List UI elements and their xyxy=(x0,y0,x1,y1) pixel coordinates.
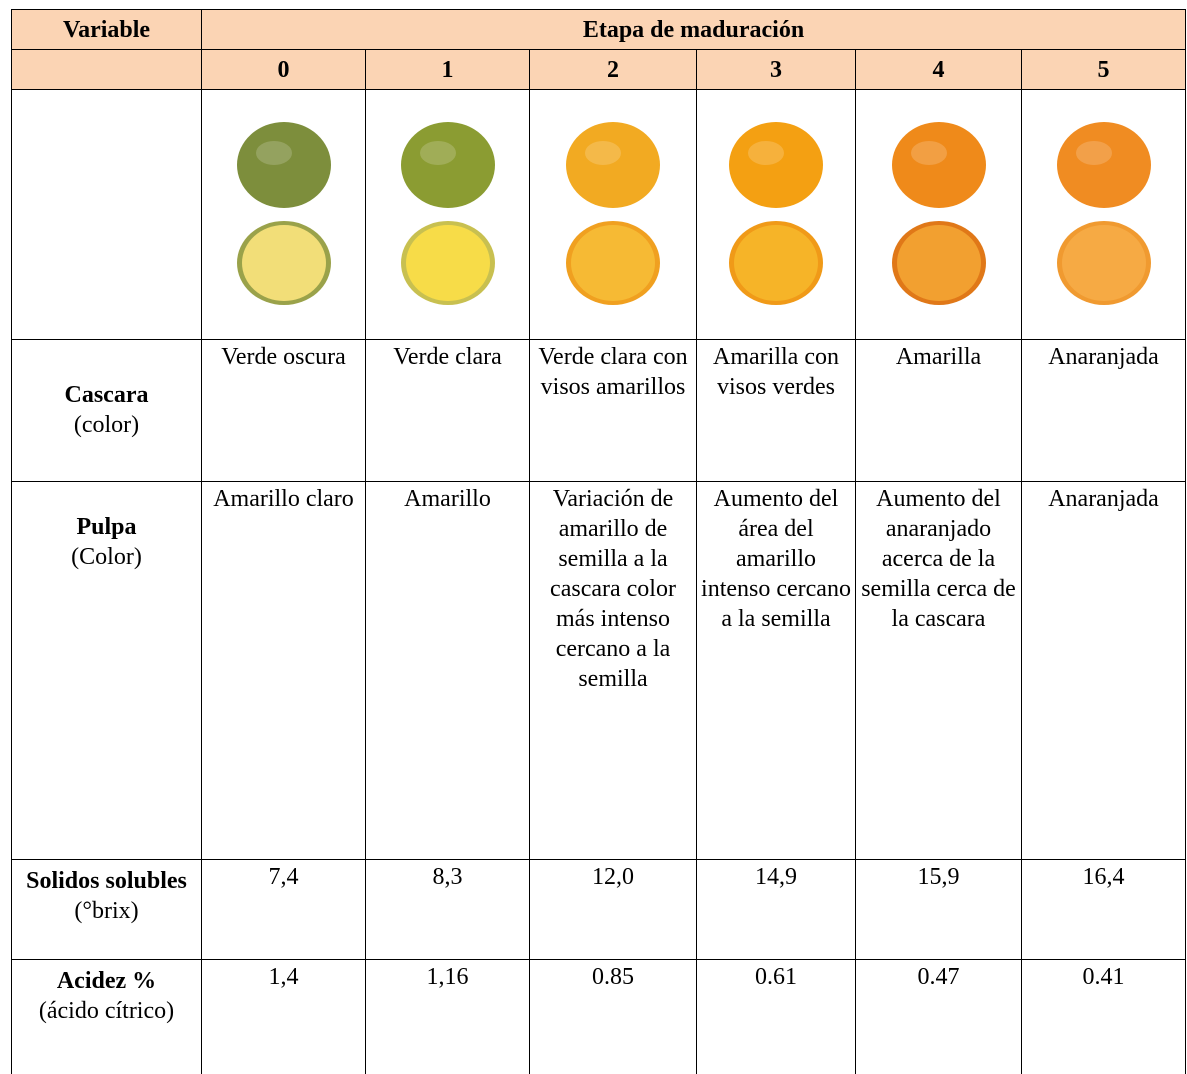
header-cell: Etapa de maduración xyxy=(200,9,1187,50)
fruit-photo xyxy=(1056,121,1151,305)
row-label: Pulpa (Color) xyxy=(11,481,202,860)
header-cell: 0 xyxy=(201,49,366,90)
cell: 16,4 xyxy=(1020,859,1187,960)
cell: Verde clara con visos amarillos xyxy=(529,339,697,482)
fruit-photo xyxy=(236,121,331,305)
whole-fruit xyxy=(891,121,986,208)
pulp xyxy=(734,224,818,301)
whole-fruit xyxy=(729,121,823,208)
data-row: Solidos solubles (°brix) 7,4 8,3 12,0 14,9 15,… xyxy=(11,859,1187,960)
pulp xyxy=(241,224,326,301)
whole-fruit xyxy=(1056,121,1151,208)
highlight xyxy=(419,140,456,165)
pulp xyxy=(571,224,655,301)
cell: Verde oscura xyxy=(201,339,366,482)
fruit-photo xyxy=(891,121,986,305)
header-cell: 5 xyxy=(1020,49,1187,90)
cell: Amarilla xyxy=(855,339,1022,482)
cell: Anaranjada xyxy=(1020,339,1187,482)
cell: Verde clara xyxy=(365,339,530,482)
data-row: Cascara (color) Verde oscura Verde clara Ver… xyxy=(11,339,1187,482)
cell: 0.47 xyxy=(855,959,1022,1074)
cell: Aumento del área del amarillo intenso ce… xyxy=(696,481,856,860)
row-label: Cascara (color) xyxy=(11,339,202,482)
row-label: Acidez % (ácido cítrico) xyxy=(11,959,202,1074)
header-cell xyxy=(11,49,202,90)
variable-name: Solidos solubles xyxy=(26,868,187,894)
row-label: Solidos solubles (°brix) xyxy=(11,859,202,960)
cell: Amarillo claro xyxy=(201,481,366,860)
cell: Amarilla con visos verdes xyxy=(696,339,856,482)
ripening-table: Variable Etapa de maduración 0 1 2 3 4 5 Cascar… xyxy=(11,9,1187,1074)
cell: 14,9 xyxy=(696,859,856,960)
data-row: Pulpa (Color) Amarillo claro Amarillo Variac… xyxy=(11,481,1187,860)
cell xyxy=(11,89,202,340)
cell: 1,16 xyxy=(365,959,530,1074)
variable-unit: (Color) xyxy=(71,544,142,570)
header-cell: Variable xyxy=(11,9,202,50)
cell: 0.61 xyxy=(696,959,856,1074)
pulp xyxy=(1061,224,1146,301)
whole-fruit xyxy=(400,121,495,208)
cell: Amarillo xyxy=(365,481,530,860)
pulp xyxy=(896,224,981,301)
pulp xyxy=(405,224,490,301)
data-row: Acidez % (ácido cítrico) 1,4 1,16 0.85 0.61 0.… xyxy=(11,959,1187,1074)
highlight xyxy=(585,140,621,165)
fruit-photo xyxy=(729,121,823,305)
header-cell: 1 xyxy=(365,49,530,90)
variable-unit: (color) xyxy=(73,412,140,438)
variable-name: Acidez % xyxy=(56,968,157,994)
cell: 1,4 xyxy=(201,959,366,1074)
image-cell xyxy=(1020,89,1187,340)
cell: 15,9 xyxy=(855,859,1022,960)
fruit-photo xyxy=(400,121,495,305)
highlight xyxy=(910,140,947,165)
header-cell: 3 xyxy=(696,49,856,90)
image-cell xyxy=(201,89,366,340)
cell: 8,3 xyxy=(365,859,530,960)
highlight xyxy=(748,140,784,165)
cell: 0.41 xyxy=(1020,959,1187,1074)
highlight xyxy=(1075,140,1112,165)
variable-unit: (ácido cítrico) xyxy=(38,998,175,1024)
variable-name: Cascara xyxy=(64,382,149,408)
cell: Aumento del anaranjado acerca de la semi… xyxy=(855,481,1022,860)
header-cell: 4 xyxy=(855,49,1022,90)
image-cell xyxy=(696,89,856,340)
header-cell: 2 xyxy=(529,49,697,90)
fruit-photo xyxy=(566,121,660,305)
variable-unit: (°brix) xyxy=(74,898,139,924)
cell: 0.85 xyxy=(529,959,697,1074)
cell: Anaranjada xyxy=(1020,481,1187,860)
image-row xyxy=(11,89,1187,340)
image-cell xyxy=(529,89,697,340)
variable-name: Pulpa xyxy=(76,514,137,540)
whole-fruit xyxy=(566,121,660,208)
whole-fruit xyxy=(236,121,331,208)
cell: 12,0 xyxy=(529,859,697,960)
image-cell xyxy=(855,89,1022,340)
cell: 7,4 xyxy=(201,859,366,960)
cell: Variación de amarillo de semilla a la ca… xyxy=(529,481,697,860)
highlight xyxy=(255,140,292,165)
image-cell xyxy=(365,89,530,340)
header-row: Variable Etapa de maduración xyxy=(11,9,1187,50)
